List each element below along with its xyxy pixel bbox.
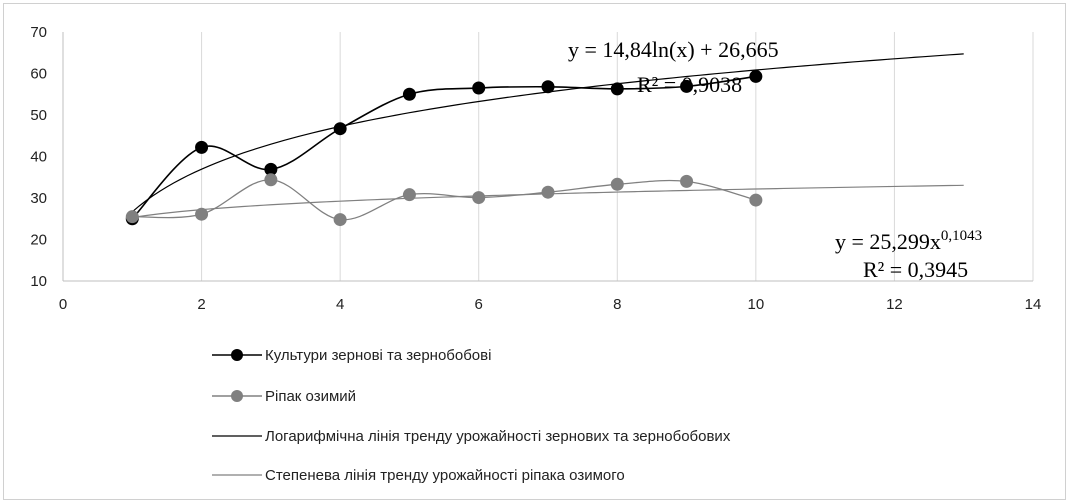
legend-item-log-trend: Логарифмічна лінія тренду урожайності зе… bbox=[212, 428, 731, 445]
data-point-rapeseed-9 bbox=[680, 174, 694, 188]
tick-label-layer: 0 2 4 6 8 10 12 14 10 20 30 40 50 60 70 bbox=[30, 24, 1041, 313]
data-point-grain-9 bbox=[680, 79, 694, 93]
x-tick-label-4: 4 bbox=[336, 296, 344, 313]
legend-label-grain: Культури зернові та зернобобові bbox=[265, 347, 491, 364]
data-point-grain-5 bbox=[402, 87, 416, 101]
power-equation-main: y = 25,299x bbox=[835, 229, 941, 254]
legend: Культури зернові та зернобобові Ріпак оз… bbox=[212, 347, 731, 484]
data-point-rapeseed-5 bbox=[402, 188, 416, 202]
data-point-grain-8 bbox=[610, 82, 624, 96]
series-line-grain bbox=[131, 75, 756, 220]
y-tick-label-40: 40 bbox=[30, 149, 47, 166]
legend-item-grain: Культури зернові та зернобобові bbox=[212, 347, 491, 364]
y-tick-label-60: 60 bbox=[30, 66, 47, 83]
log-equation: y = 14,84ln(x) + 26,665 bbox=[568, 37, 779, 62]
series-line-rapeseed bbox=[132, 179, 757, 221]
legend-label-log-trend: Логарифмічна лінія тренду урожайності зе… bbox=[265, 428, 731, 445]
x-tick-label-6: 6 bbox=[475, 296, 483, 313]
log-r-squared: R² = 0,9038 bbox=[637, 72, 742, 97]
data-point-rapeseed-1 bbox=[125, 210, 139, 224]
legend-item-power-trend: Степенева лінія тренду урожайності ріпак… bbox=[212, 467, 625, 484]
legend-swatch-grain-marker bbox=[231, 349, 243, 361]
data-point-grain-6 bbox=[472, 81, 486, 95]
y-tick-label-10: 10 bbox=[30, 273, 47, 290]
power-r-squared: R² = 0,3945 bbox=[863, 257, 968, 282]
data-point-rapeseed-4 bbox=[333, 213, 347, 227]
data-point-rapeseed-7 bbox=[541, 185, 555, 199]
data-point-grain-10 bbox=[749, 69, 763, 83]
y-tick-label-20: 20 bbox=[30, 232, 47, 249]
legend-label-rapeseed: Ріпак озимий bbox=[265, 388, 356, 405]
legend-swatch-rapeseed-marker bbox=[231, 390, 243, 402]
y-tick-label-30: 30 bbox=[30, 190, 47, 207]
x-tick-label-10: 10 bbox=[748, 296, 765, 313]
x-tick-label-8: 8 bbox=[613, 296, 621, 313]
x-tick-label-12: 12 bbox=[886, 296, 903, 313]
x-tick-label-2: 2 bbox=[197, 296, 205, 313]
data-point-rapeseed-2 bbox=[195, 207, 209, 221]
data-point-rapeseed-3 bbox=[264, 173, 278, 187]
data-point-grain-7 bbox=[541, 80, 555, 94]
data-point-grain-2 bbox=[195, 140, 209, 154]
data-point-rapeseed-10 bbox=[749, 193, 763, 207]
data-point-grain-4 bbox=[333, 122, 347, 136]
legend-label-power-trend: Степенева лінія тренду урожайності ріпак… bbox=[265, 467, 625, 484]
y-tick-label-50: 50 bbox=[30, 107, 47, 124]
y-tick-label-70: 70 bbox=[30, 24, 47, 41]
data-point-rapeseed-8 bbox=[610, 177, 624, 191]
power-equation: y = 25,299x0,1043 bbox=[835, 228, 982, 254]
data-point-grain-3 bbox=[264, 162, 278, 176]
power-equation-exponent: 0,1043 bbox=[941, 228, 982, 244]
chart-frame bbox=[3, 3, 1066, 500]
x-tick-label-0: 0 bbox=[59, 296, 67, 313]
legend-item-rapeseed: Ріпак озимий bbox=[212, 388, 356, 405]
axis-layer bbox=[62, 32, 1033, 282]
x-tick-label-14: 14 bbox=[1025, 296, 1042, 313]
series-layer bbox=[125, 69, 763, 227]
data-point-rapeseed-6 bbox=[472, 191, 486, 205]
